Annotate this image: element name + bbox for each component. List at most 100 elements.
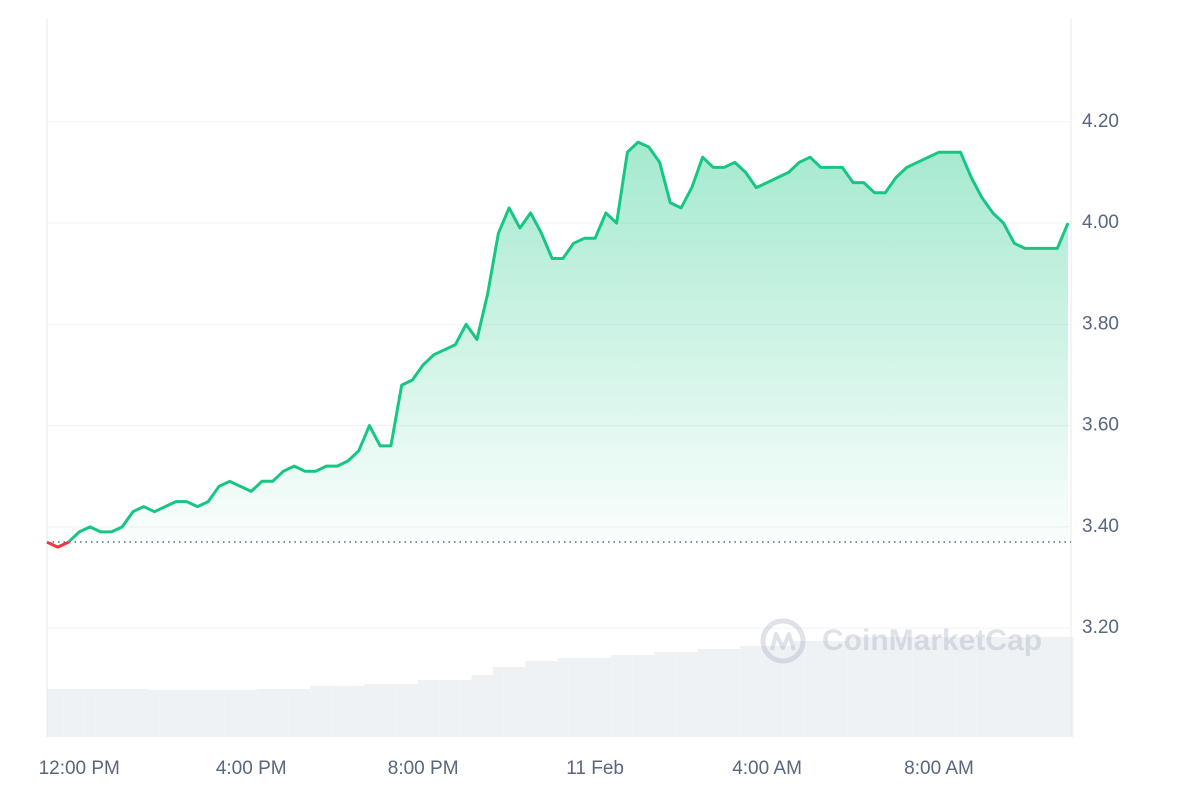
volume-bar (965, 637, 977, 737)
volume-bar (536, 661, 547, 737)
volume-bar (815, 641, 827, 737)
volume-bar (1051, 637, 1063, 737)
volume-bar (73, 689, 85, 737)
volume-bar (987, 637, 999, 737)
volume-bar (482, 675, 494, 737)
volume-bar (686, 652, 698, 737)
volume-bar (804, 641, 816, 737)
volume-bar (493, 667, 504, 737)
volume-bar (213, 690, 225, 737)
volume-bar (353, 686, 365, 737)
volume-bar (331, 686, 343, 737)
y-tick-label: 3.40 (1082, 516, 1119, 537)
x-tick-label: 11 Feb (566, 758, 624, 779)
x-tick-label: 4:00 AM (732, 758, 802, 779)
volume-bar (138, 689, 150, 737)
volume-bar (428, 680, 440, 737)
y-tick-label: 3.20 (1082, 617, 1119, 638)
volume-bar (278, 689, 289, 737)
volume-bar (675, 652, 687, 737)
volume-bar (944, 637, 956, 737)
watermark-text: CoinMarketCap (822, 624, 1042, 657)
volume-bar (267, 689, 279, 737)
volume-bar (514, 667, 526, 737)
volume-bar (847, 637, 859, 737)
volume-bar (181, 690, 193, 737)
volume-bar (47, 689, 53, 737)
y-tick-label: 4.20 (1082, 111, 1119, 132)
volume-bar (407, 684, 418, 737)
volume-bar (1008, 637, 1020, 737)
volume-bar (729, 649, 741, 737)
volume-bar (396, 684, 408, 737)
volume-bar (578, 658, 590, 737)
volume-bar (955, 637, 966, 737)
x-tick-label: 12:00 PM (39, 758, 120, 779)
volume-bar (568, 658, 579, 737)
volume-bar (976, 637, 988, 737)
volume-bar (611, 655, 622, 737)
volume-bar (127, 689, 139, 737)
volume-bar (697, 649, 708, 737)
volume-bar (858, 637, 870, 737)
volume-bar (503, 667, 515, 737)
volume-bar (310, 686, 322, 737)
volume-bar (374, 684, 386, 737)
volume-bar (632, 655, 644, 737)
price-line (46, 140, 1070, 549)
y-tick-label: 3.60 (1082, 415, 1119, 436)
volume-bar (235, 690, 246, 737)
volume-bar (525, 661, 537, 737)
volume-bar (998, 637, 1009, 737)
volume-bar (84, 689, 96, 737)
volume-bar (1041, 637, 1052, 737)
x-tick-label: 8:00 PM (388, 758, 459, 779)
plot: 3.20 3.40 3.60 3.80 4.00 4.20 12:00 PM 4:00 PM 8… (39, 18, 1119, 779)
volume-bar (450, 680, 461, 737)
volume-bar (783, 646, 794, 737)
volume-bar (288, 689, 300, 737)
volume-bar (890, 637, 902, 737)
volume-bar (750, 646, 762, 737)
area-fill (47, 142, 1068, 548)
volume-bar (95, 689, 107, 737)
volume-bar (589, 658, 601, 737)
volume-bar (224, 690, 236, 737)
volume-bar (149, 690, 160, 737)
volume-bar (912, 637, 923, 737)
volume-bar (740, 646, 751, 737)
watermark: CoinMarketCap (760, 618, 1042, 664)
volume-bar (772, 646, 784, 737)
volume-bar (471, 675, 483, 737)
volume-bar (321, 686, 332, 737)
volume-bar (460, 680, 472, 737)
volume-bar (342, 686, 354, 737)
volume-bar (106, 689, 117, 737)
volume-bar (192, 690, 203, 737)
y-tick-label: 4.00 (1082, 212, 1119, 233)
volume-bar (922, 637, 934, 737)
volume-bar (664, 652, 676, 737)
volume-bar (1062, 637, 1074, 737)
volume-bar (1030, 637, 1042, 737)
volume-bar (933, 637, 945, 737)
volume-bar (546, 661, 558, 737)
volume-bar (256, 689, 268, 737)
x-tick-label: 4:00 PM (216, 758, 287, 779)
volume-bar (245, 690, 257, 737)
volume-bar (826, 641, 837, 737)
volume-bar (643, 655, 655, 737)
volume-bar (869, 637, 880, 737)
volume-bar (879, 637, 891, 737)
volume-bar (761, 646, 773, 737)
volume-bar (654, 652, 665, 737)
volume-bar (417, 680, 429, 737)
volume-bar (299, 689, 311, 737)
volume-bar (116, 689, 128, 737)
volume-bar (202, 690, 214, 737)
y-tick-label: 3.80 (1082, 313, 1119, 334)
volume-bar (707, 649, 719, 737)
volume-bar (557, 658, 569, 737)
volume-bar (621, 655, 633, 737)
